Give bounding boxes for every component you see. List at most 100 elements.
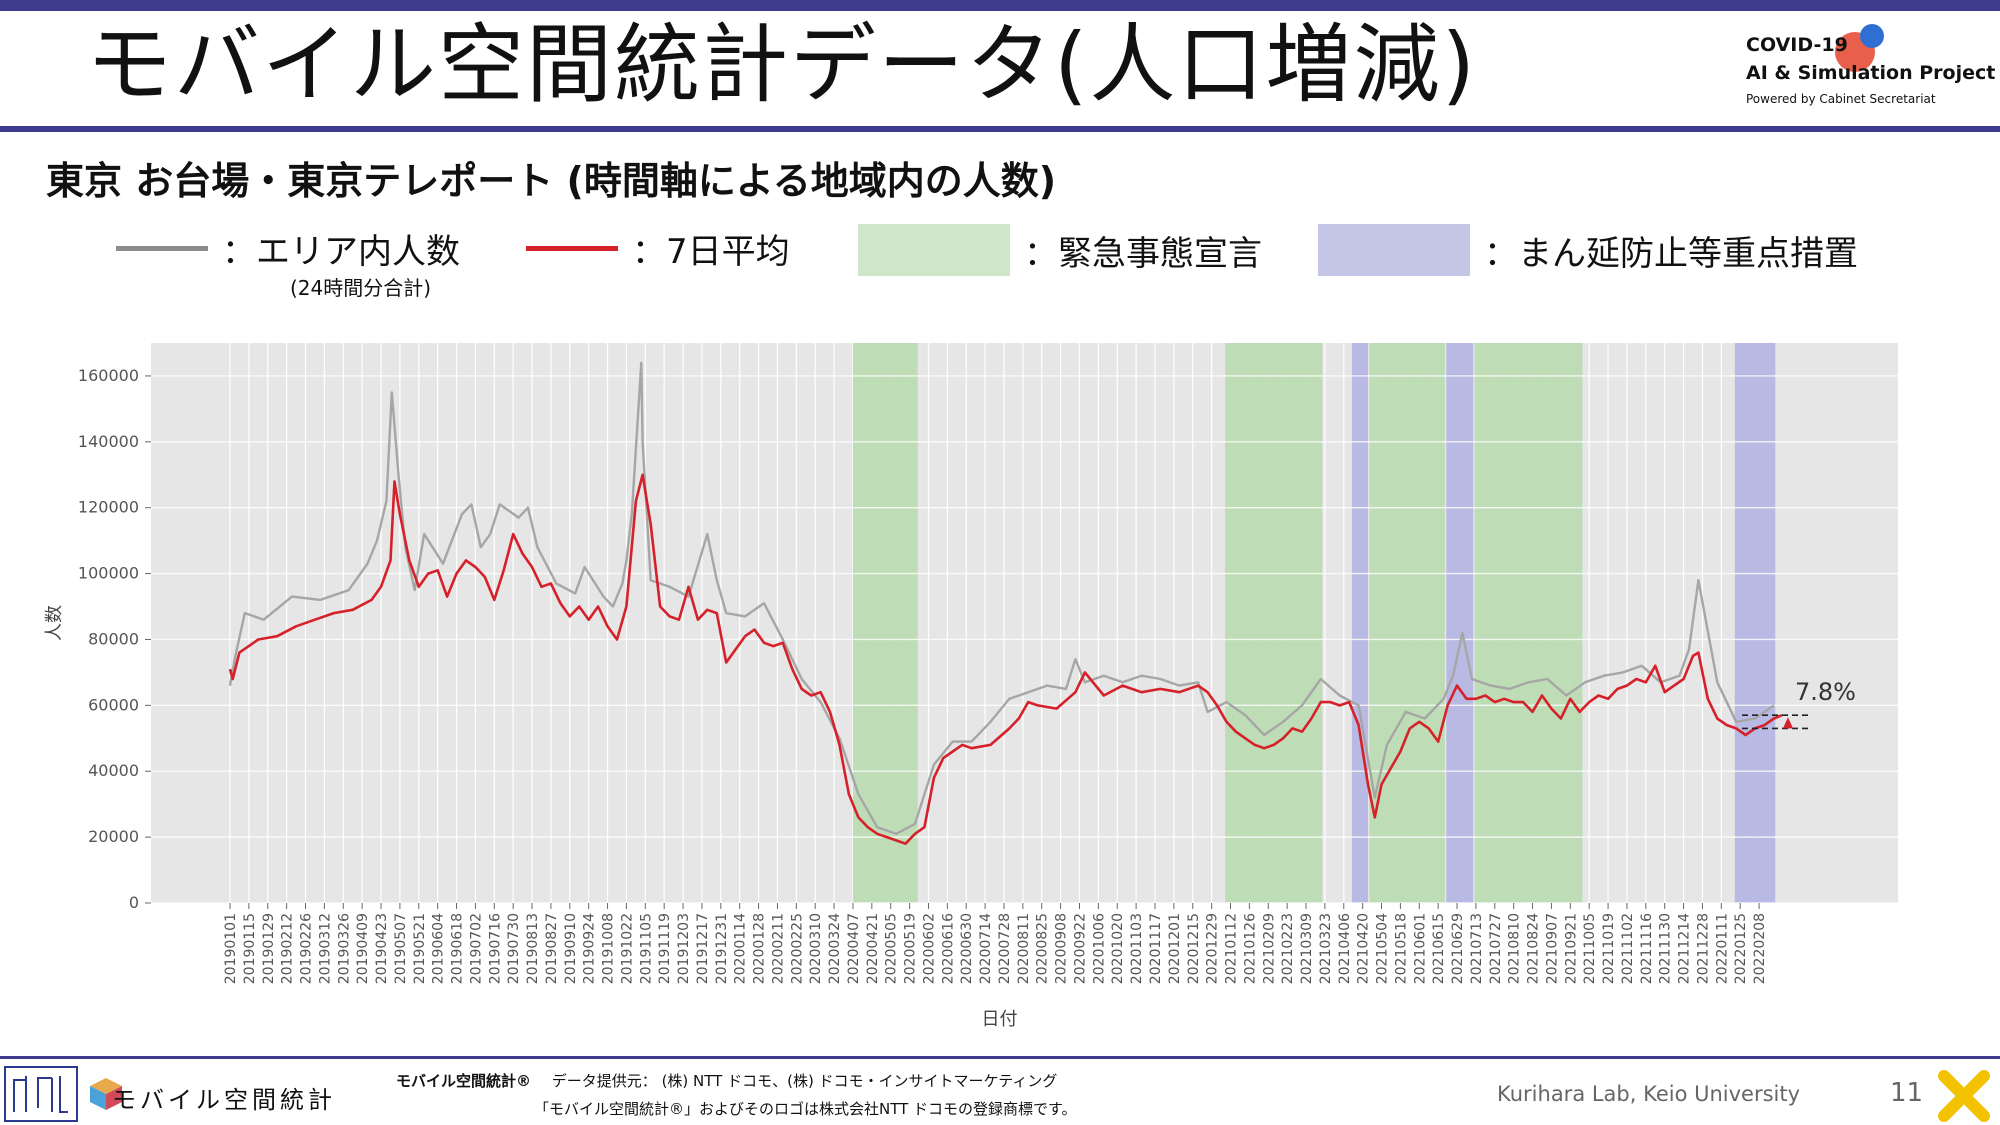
x-logo-icon [1938,1070,1990,1122]
x-tick-label: 20210323 [1318,913,1334,984]
footer-trademark-note: 「モバイル空間統計®」およびそのロゴは株式会社NTT ドコモの登録商標です。 [534,1100,1077,1118]
x-tick-label: 20201229 [1205,913,1221,984]
x-tick-label: 20190129 [261,913,277,984]
x-tick-label: 20201006 [1091,913,1107,984]
top-accent-bar [0,0,2000,11]
y-tick-label: 120000 [78,498,139,517]
y-tick-label: 160000 [78,366,139,385]
x-tick-label: 20190910 [563,913,579,984]
horizontal-gridlines [151,375,1898,904]
y-tick-label: 140000 [78,432,139,451]
mobile-stats-cube-icon [90,1078,122,1110]
footer-divider [0,1056,2000,1059]
project-logo-line3: Powered by Cabinet Secretariat [1746,92,1936,106]
x-tick-label: 20200505 [884,913,900,984]
end-annotation: 7.8% [1742,678,1856,730]
x-tick-label: 20200421 [865,913,881,984]
y-axis-label: 人数 [44,605,65,641]
x-tick-label: 20211116 [1639,913,1655,984]
x-tick-label: 20200114 [733,913,749,984]
x-tick-label: 20200728 [997,913,1013,984]
priority-period [1734,343,1776,903]
population-line-chart: 0 20000 40000 60000 80000 100000 120000 140000 1… [44,343,1898,1030]
x-tick-label: 20201215 [1186,913,1202,984]
x-tick-label: 20191022 [619,913,635,984]
x-tick-label: 20210504 [1375,913,1391,984]
x-tick-label: 20200908 [1054,913,1070,984]
legend-priority-label: ：まん延防止等重点措置 [1484,233,1858,274]
y-tick-label: 20000 [88,827,139,846]
x-tick-label: 20190730 [506,913,522,984]
series-lines [228,361,1783,846]
x-tick-label: 20211130 [1658,913,1674,984]
x-axis-label: 日付 [982,1009,1018,1030]
x-tick-label: 20211228 [1695,913,1711,984]
x-tick-label: 20210420 [1356,913,1372,984]
x-tick-label: 20211102 [1620,913,1636,984]
footer-brand-mark: モバイル空間統計® [396,1072,532,1090]
x-tick-label: 20200324 [827,913,843,984]
emergency-period [1369,343,1445,903]
x-tick-label: 20201117 [1148,913,1164,984]
legend-emergency: ：緊急事態宣言 [858,224,1262,276]
project-logo-line2: AI & Simulation Project [1746,62,1996,84]
x-tick-label: 20190618 [450,913,466,984]
x-tick-label: 20210713 [1469,913,1485,984]
x-tick-label: 20210629 [1450,913,1466,984]
x-tick-label: 20200128 [752,913,768,984]
legend-area-count: ：エリア内人数 [116,224,460,273]
x-tick-label: 20200407 [846,913,862,984]
x-tick-label: 20200616 [940,913,956,984]
y-tick-label: 0 [129,893,139,912]
emergency-period [852,343,918,903]
x-tick-label: 20190813 [525,913,541,984]
legend-swatch-purple-box [1318,224,1470,276]
x-tick-label: 20200602 [921,913,937,984]
x-tick-label: 20210518 [1393,913,1409,984]
y-tick-label: 40000 [88,761,139,780]
x-tick-label: 20220111 [1714,913,1730,984]
legend-emergency-label: ：緊急事態宣言 [1024,233,1262,274]
x-tick-label: 20201201 [1167,913,1183,984]
chart-subtitle: 東京 お台場・東京テレポート (時間軸による地域内の人数) [46,159,1057,203]
legend-swatch-red-line [526,246,618,251]
x-tick-label: 20200211 [770,913,786,984]
footer-provider-text: データ提供元： (株) NTT ドコモ、(株) ドコモ・インサイトマーケティング [551,1072,1058,1090]
y-tick-label: 100000 [78,564,139,583]
lab-logo-icon [13,1076,68,1113]
x-tick-label: 20210921 [1563,913,1579,984]
legend-priority-measures: ：まん延防止等重点措置 [1318,224,1858,276]
x-tick-label: 20201020 [1110,913,1126,984]
legend-swatch-green-box [858,224,1010,276]
area-count-series-line [228,361,1775,835]
x-tick-label: 20210406 [1337,913,1353,984]
x-tick-label: 20190226 [299,913,315,984]
priority-period [1351,343,1369,903]
x-tick-label: 20200922 [1072,913,1088,984]
x-tick-label: 20191203 [676,913,692,984]
y-tick-label: 80000 [88,629,139,648]
x-tick-label: 20200825 [1035,913,1051,984]
x-tick-label: 20200310 [808,913,824,984]
x-tick-label: 20190827 [544,913,560,984]
x-tick-label: 20211214 [1677,913,1693,984]
x-tick-label: 20210209 [1261,913,1277,984]
x-tick-label: 20190326 [336,913,352,984]
emergency-period [1474,343,1583,903]
legend-area-sublabel: (24時間分合計) [290,276,432,300]
x-tick-label: 20210615 [1431,913,1447,984]
seven-day-average-series-line [228,473,1783,846]
page-number: 11 [1890,1078,1924,1108]
x-tick-label: 20190101 [223,913,239,984]
project-logo-line1: COVID-19 [1746,34,1848,56]
x-tick-label: 20201103 [1129,913,1145,984]
page-title: モバイル空間統計データ(人口増減) [86,15,1478,115]
title-divider [0,126,2000,132]
x-tick-label: 20190115 [242,913,258,984]
x-tick-label: 20210907 [1544,913,1560,984]
x-tick-label: 20190604 [431,913,447,984]
x-tick-label: 20190409 [355,913,371,984]
x-tick-label: 20191217 [695,913,711,984]
x-tick-label: 20191119 [657,913,673,984]
x-tick-label: 20210824 [1526,913,1542,984]
